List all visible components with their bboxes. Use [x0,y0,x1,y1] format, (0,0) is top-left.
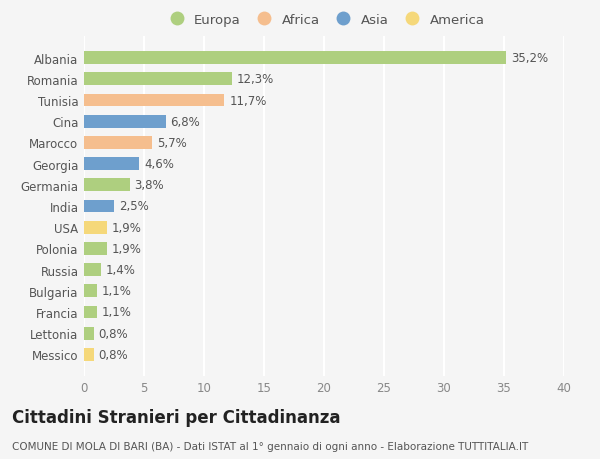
Text: 4,6%: 4,6% [144,158,174,171]
Text: 11,7%: 11,7% [229,94,266,107]
Text: 1,9%: 1,9% [112,221,142,234]
Bar [84,327,94,340]
Text: 3,8%: 3,8% [134,179,164,192]
Text: COMUNE DI MOLA DI BARI (BA) - Dati ISTAT al 1° gennaio di ogni anno - Elaborazio: COMUNE DI MOLA DI BARI (BA) - Dati ISTAT… [12,441,528,451]
Text: Cittadini Stranieri per Cittadinanza: Cittadini Stranieri per Cittadinanza [12,409,341,426]
Bar [84,137,152,150]
Text: 1,1%: 1,1% [102,306,132,319]
Bar [84,285,97,297]
Text: 0,8%: 0,8% [98,348,128,361]
Text: 5,7%: 5,7% [157,137,187,150]
Bar [84,95,224,107]
Bar [84,52,506,65]
Text: 1,4%: 1,4% [106,263,136,276]
Text: 12,3%: 12,3% [236,73,274,86]
Text: 2,5%: 2,5% [119,200,149,213]
Bar [84,242,107,255]
Text: 0,8%: 0,8% [98,327,128,340]
Text: 6,8%: 6,8% [170,116,200,129]
Bar [84,263,101,276]
Bar [84,116,166,129]
Legend: Europa, Africa, Asia, America: Europa, Africa, Asia, America [164,14,484,27]
Text: 1,9%: 1,9% [112,242,142,255]
Bar [84,179,130,192]
Text: 1,1%: 1,1% [102,285,132,297]
Bar [84,306,97,319]
Bar [84,158,139,171]
Bar [84,348,94,361]
Bar [84,221,107,234]
Text: 35,2%: 35,2% [511,52,548,65]
Bar [84,200,114,213]
Bar [84,73,232,86]
